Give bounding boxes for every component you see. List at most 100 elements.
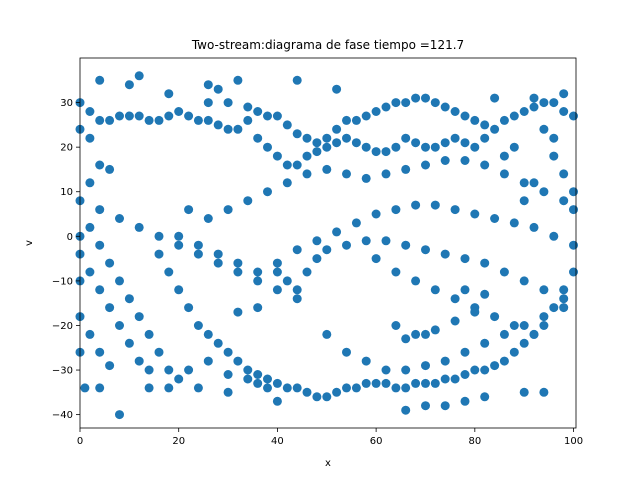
data-point (539, 387, 549, 397)
data-point (85, 178, 95, 188)
data-point (253, 133, 263, 143)
data-point (351, 383, 361, 393)
data-point (342, 240, 351, 250)
data-point (164, 365, 174, 375)
data-point (223, 98, 233, 108)
data-point (440, 249, 450, 259)
data-point (499, 115, 509, 125)
data-point (401, 240, 411, 250)
data-point (144, 365, 154, 375)
data-point (411, 93, 421, 103)
data-point (95, 115, 105, 125)
data-point (272, 111, 282, 121)
data-point (470, 209, 480, 219)
data-point (549, 231, 559, 241)
data-point (332, 84, 342, 94)
data-point (95, 205, 105, 215)
data-point (539, 98, 549, 108)
data-point (134, 111, 144, 121)
data-point (490, 93, 500, 103)
data-point (460, 156, 470, 165)
data-point (401, 334, 411, 344)
data-point (272, 378, 282, 388)
data-point (351, 138, 361, 148)
data-point (361, 356, 371, 366)
data-point (499, 267, 509, 277)
x-axis-label: x (325, 458, 331, 469)
data-point (411, 138, 421, 148)
data-point (381, 236, 391, 246)
data-point (292, 294, 302, 304)
data-point (509, 218, 519, 228)
data-point (450, 133, 460, 143)
data-point (174, 107, 184, 116)
data-point (430, 378, 440, 388)
data-point (421, 401, 430, 411)
data-point (263, 374, 272, 384)
data-point (450, 294, 460, 304)
data-point (154, 231, 164, 241)
data-point (421, 160, 430, 170)
data-point (332, 124, 342, 134)
data-point (499, 329, 509, 339)
data-point (391, 321, 401, 330)
data-point (292, 75, 302, 85)
data-point (115, 321, 124, 330)
data-point (480, 160, 490, 170)
data-point (332, 227, 342, 237)
data-point (539, 321, 549, 330)
y-axis-label: v (24, 240, 35, 246)
data-point (115, 410, 124, 420)
data-point (401, 98, 411, 108)
data-point (292, 245, 302, 255)
data-point (105, 258, 115, 268)
data-point (322, 142, 332, 152)
data-point (282, 178, 292, 188)
data-point (223, 370, 233, 379)
data-point (391, 267, 401, 277)
data-point (559, 169, 569, 179)
data-point (401, 133, 411, 143)
data-point (480, 289, 490, 299)
data-point (203, 115, 213, 125)
data-point (184, 205, 194, 215)
data-point (223, 387, 233, 397)
data-point (381, 169, 391, 179)
data-point (154, 249, 164, 259)
data-point (342, 383, 351, 393)
data-point (272, 151, 282, 161)
data-point (450, 374, 460, 384)
data-point (519, 321, 529, 330)
data-point (184, 303, 194, 313)
data-point (480, 133, 490, 143)
data-point (381, 147, 391, 157)
data-point (263, 111, 272, 121)
data-point (519, 178, 529, 188)
data-point (539, 124, 549, 134)
data-point (115, 214, 124, 223)
data-point (302, 169, 312, 179)
x-tick-label: 20 (172, 436, 185, 447)
data-point (292, 129, 302, 139)
data-point (253, 378, 263, 388)
data-point (164, 267, 174, 277)
data-point (213, 120, 223, 130)
data-point (342, 169, 351, 179)
data-point (411, 200, 421, 210)
data-point (243, 374, 253, 384)
data-point (292, 160, 302, 170)
data-point (184, 365, 194, 375)
data-point (470, 115, 480, 125)
data-point (213, 84, 223, 94)
data-point (322, 245, 332, 255)
data-point (253, 370, 263, 379)
data-point (164, 383, 174, 393)
data-point (302, 151, 312, 161)
data-point (144, 115, 154, 125)
data-point (450, 316, 460, 326)
data-point (490, 214, 500, 223)
data-point (450, 107, 460, 116)
data-point (421, 245, 430, 255)
data-point (569, 205, 578, 215)
